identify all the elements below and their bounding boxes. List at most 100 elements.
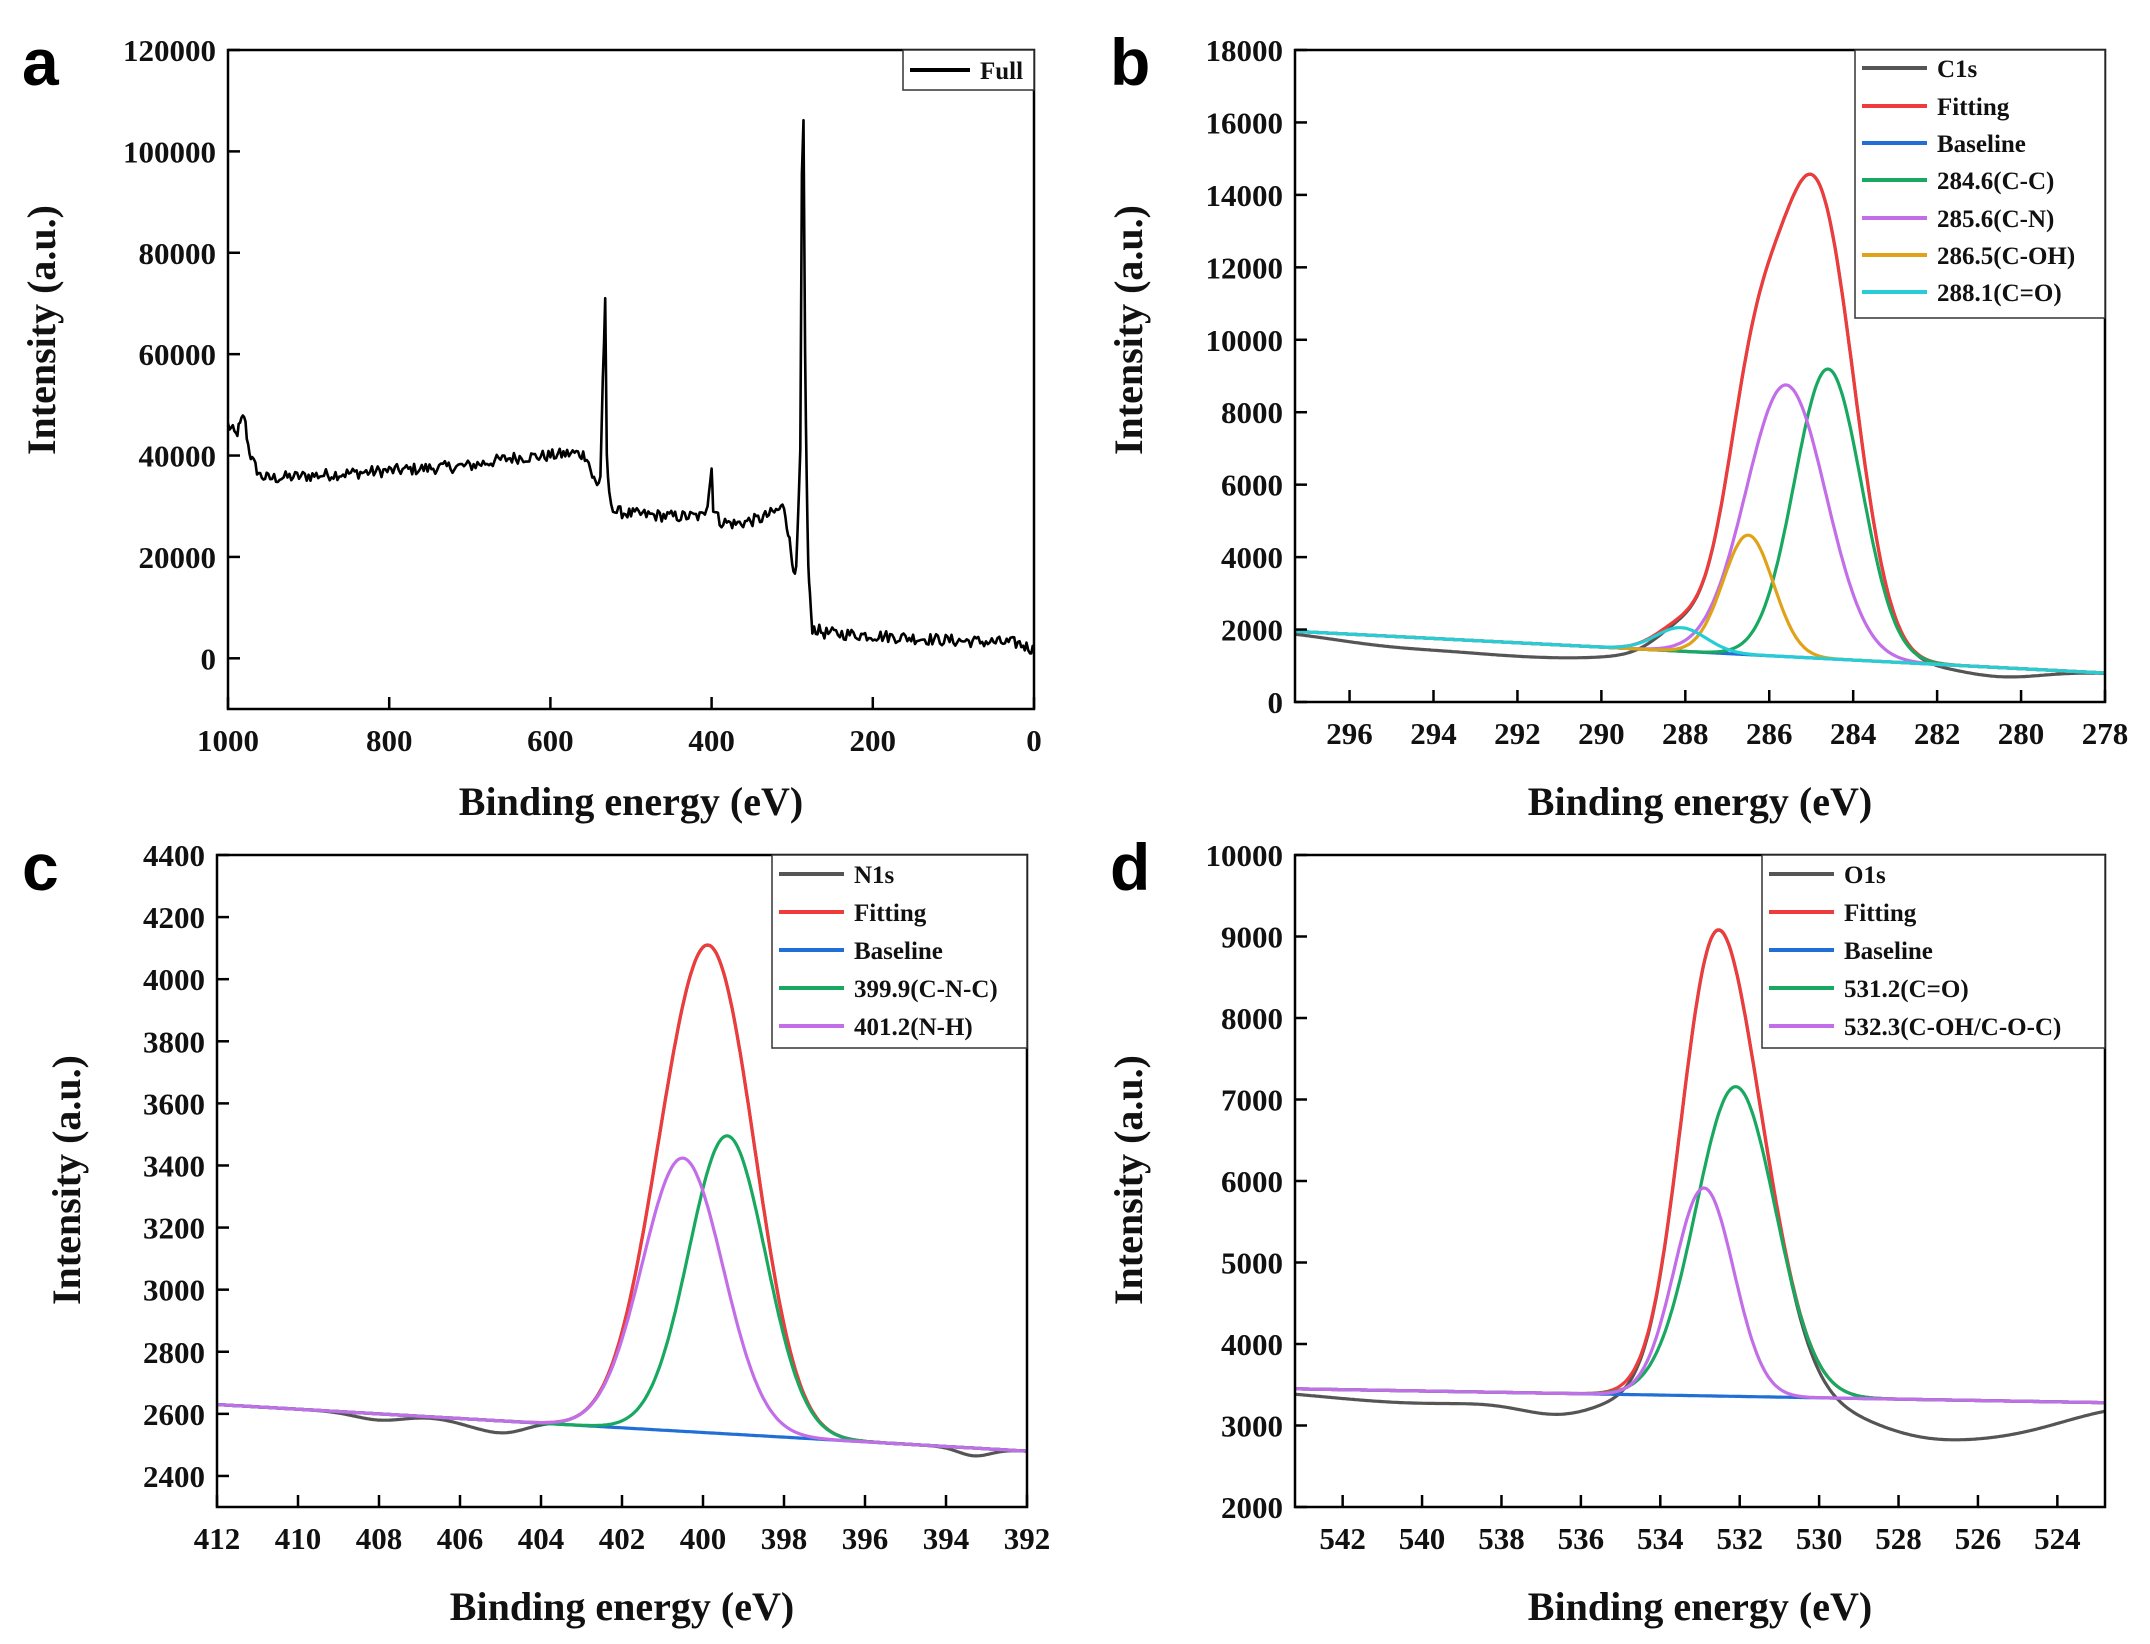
panel-c-xtick-label: 406: [437, 1521, 484, 1556]
panel-a-xtick-label: 600: [527, 723, 574, 758]
panel-d-ytick-label: 2000: [1221, 1490, 1283, 1525]
panel-c-legend: N1s Fitting Baseline 399.9(C-N-C) 401.2(…: [771, 854, 1028, 1049]
panel-d-ytick-label: 7000: [1221, 1083, 1283, 1118]
panel-a-frame: [226, 48, 1036, 711]
panel-c-ticks: 412 410 408 406 404 402 400 398 396 394 392 2400 260…: [143, 838, 1050, 1556]
panel-b-xtick-label: 288: [1662, 716, 1709, 751]
panel-d-xtick-label: 524: [2034, 1521, 2081, 1556]
panel-b-ytick-label: 18000: [1206, 33, 1284, 68]
panel-c-ylabel: Intensity (a.u.): [44, 1055, 89, 1305]
panel-d-xtick-label: 530: [1796, 1521, 1843, 1556]
panel-d-xtick-label: 538: [1478, 1521, 1525, 1556]
panel-d-ticks: 542 540 538 536 534 532 530 528 526 524 2000 3000 40…: [1206, 838, 2081, 1556]
panel-d-legend-label-baseline: Baseline: [1844, 938, 1933, 965]
panel-d-ytick-label: 6000: [1221, 1164, 1283, 1199]
panel-c-xtick-label: 402: [599, 1521, 646, 1556]
panel-c-series-4: [217, 1156, 1027, 1453]
panel-c-legend-label-fitting: Fitting: [854, 900, 927, 927]
panel-a-series-0: [228, 118, 1034, 655]
panel-b-legend-label-co: 288.1(C=O): [1937, 280, 2062, 307]
panel-b-legend-label-fitting: Fitting: [1937, 94, 2010, 121]
panel-d-xtick-label: 532: [1716, 1521, 1763, 1556]
panel-b-ytick-label: 12000: [1206, 250, 1284, 285]
panel-b-xtick-label: 292: [1494, 716, 1541, 751]
panel-d-xtick-label: 526: [1955, 1521, 2002, 1556]
panel-b-ytick-label: 8000: [1221, 395, 1283, 430]
panel-c-xtick-label: 398: [761, 1521, 808, 1556]
panel-b-legend-label-baseline: Baseline: [1937, 131, 2026, 158]
panel-c-xtick-label: 400: [680, 1521, 727, 1556]
panel-d-legend-label-fitting: Fitting: [1844, 900, 1917, 927]
panel-d-xtick-label: 540: [1399, 1521, 1446, 1556]
panel-a-ylabel: Intensity (a.u.): [19, 205, 64, 455]
panel-c-ytick-label: 4200: [143, 900, 205, 935]
panel-d-xtick-label: 536: [1558, 1521, 1605, 1556]
panel-a-ytick-label: 0: [201, 641, 217, 676]
panel-c-xtick-label: 394: [923, 1521, 970, 1556]
panel-c-ytick-label: 3800: [143, 1024, 205, 1059]
panel-d: d 542 540 538 536 534 532 530 528 526 524 2000 3000…: [1106, 830, 2107, 1629]
panel-b-ytick-label: 16000: [1206, 105, 1284, 140]
panel-c-xtick-label: 410: [275, 1521, 322, 1556]
panel-d-series-4: [1295, 1186, 2105, 1405]
panel-d-ytick-label: 4000: [1221, 1327, 1283, 1362]
panel-d-letter: d: [1110, 830, 1150, 904]
panel-b-xtick-label: 294: [1410, 716, 1457, 751]
panel-a-xtick-label: 800: [366, 723, 413, 758]
panel-c-xtick-label: 392: [1004, 1521, 1051, 1556]
panel-b-xtick-label: 278: [2082, 716, 2129, 751]
panel-b-xtick-label: 282: [1914, 716, 1961, 751]
panel-b-ytick-label: 0: [1268, 685, 1284, 720]
panel-b-ytick-label: 4000: [1221, 540, 1283, 575]
panel-b-xtick-label: 286: [1746, 716, 1793, 751]
panel-c-ytick-label: 3200: [143, 1211, 205, 1246]
panel-a-legend: Full: [902, 49, 1035, 91]
panel-d-ylabel: Intensity (a.u.): [1106, 1055, 1151, 1305]
panel-b-ticks: 296 294 292 290 288 286 284 282 280 278 0 2000 4000 6…: [1206, 33, 2129, 751]
panel-b-xtick-label: 296: [1326, 716, 1373, 751]
panel-d-ytick-label: 5000: [1221, 1246, 1283, 1281]
panel-a-ytick-label: 80000: [139, 236, 217, 271]
panel-d-ytick-label: 3000: [1221, 1409, 1283, 1444]
panel-b-ytick-label: 10000: [1206, 323, 1284, 358]
panel-c-legend-label-n1s: N1s: [854, 862, 895, 889]
panel-d-plot: [1295, 928, 2105, 1442]
panel-c-ytick-label: 2600: [143, 1397, 205, 1432]
panel-b-legend: C1s Fitting Baseline 284.6(C-C) 285.6(C-…: [1854, 49, 2106, 319]
panel-d-legend-label-coh-coc: 532.3(C-OH/C-O-C): [1844, 1014, 2061, 1041]
panel-c-ytick-label: 4400: [143, 838, 205, 873]
panel-b-xtick-label: 290: [1578, 716, 1625, 751]
panel-b-legend-label-c1s: C1s: [1937, 56, 1978, 83]
panel-b-series-4: [1295, 383, 2105, 675]
panel-a-xtick-label: 1000: [197, 723, 259, 758]
panel-d-series-3: [1295, 1085, 2105, 1405]
panel-a-ticks: 1000 800 600 400 200 002000040000600008000010…: [123, 33, 1042, 758]
panel-b-xtick-label: 284: [1830, 716, 1877, 751]
panel-c-frame: [215, 853, 1029, 1509]
panel-b-ytick-label: 6000: [1221, 468, 1283, 503]
panel-b-letter: b: [1110, 25, 1150, 99]
panel-d-xtick-label: 528: [1875, 1521, 1922, 1556]
panel-d-ytick-label: 10000: [1206, 838, 1284, 873]
panel-c-plot: [217, 943, 1027, 1458]
panel-a-letter: a: [22, 25, 60, 99]
panel-d-xtick-label: 542: [1319, 1521, 1366, 1556]
panel-c-ytick-label: 4000: [143, 962, 205, 997]
panel-c-ytick-label: 3400: [143, 1148, 205, 1183]
panel-d-xtick-label: 534: [1637, 1521, 1684, 1556]
panel-d-frame: [1293, 853, 2107, 1509]
panel-a-xtick-label: 400: [688, 723, 735, 758]
panel-a-xtick-label: 200: [850, 723, 897, 758]
panel-c-ytick-label: 3600: [143, 1086, 205, 1121]
panel-a-xtick-label: 0: [1026, 723, 1042, 758]
panel-a-ytick-label: 120000: [123, 33, 216, 68]
panel-b-xtick-label: 280: [1998, 716, 2045, 751]
panel-a-ytick-label: 60000: [139, 337, 217, 372]
panel-a-ytick-label: 40000: [139, 439, 217, 474]
panel-c-letter: c: [22, 830, 59, 904]
panel-d-legend-label-o1s: O1s: [1844, 862, 1886, 889]
panel-c-legend-label-cnc: 399.9(C-N-C): [854, 976, 998, 1003]
panel-c-xtick-label: 408: [356, 1521, 403, 1556]
panel-c: c 412 410 408 406 404 402 400 398 396 394 392 2400 2…: [22, 830, 1050, 1629]
